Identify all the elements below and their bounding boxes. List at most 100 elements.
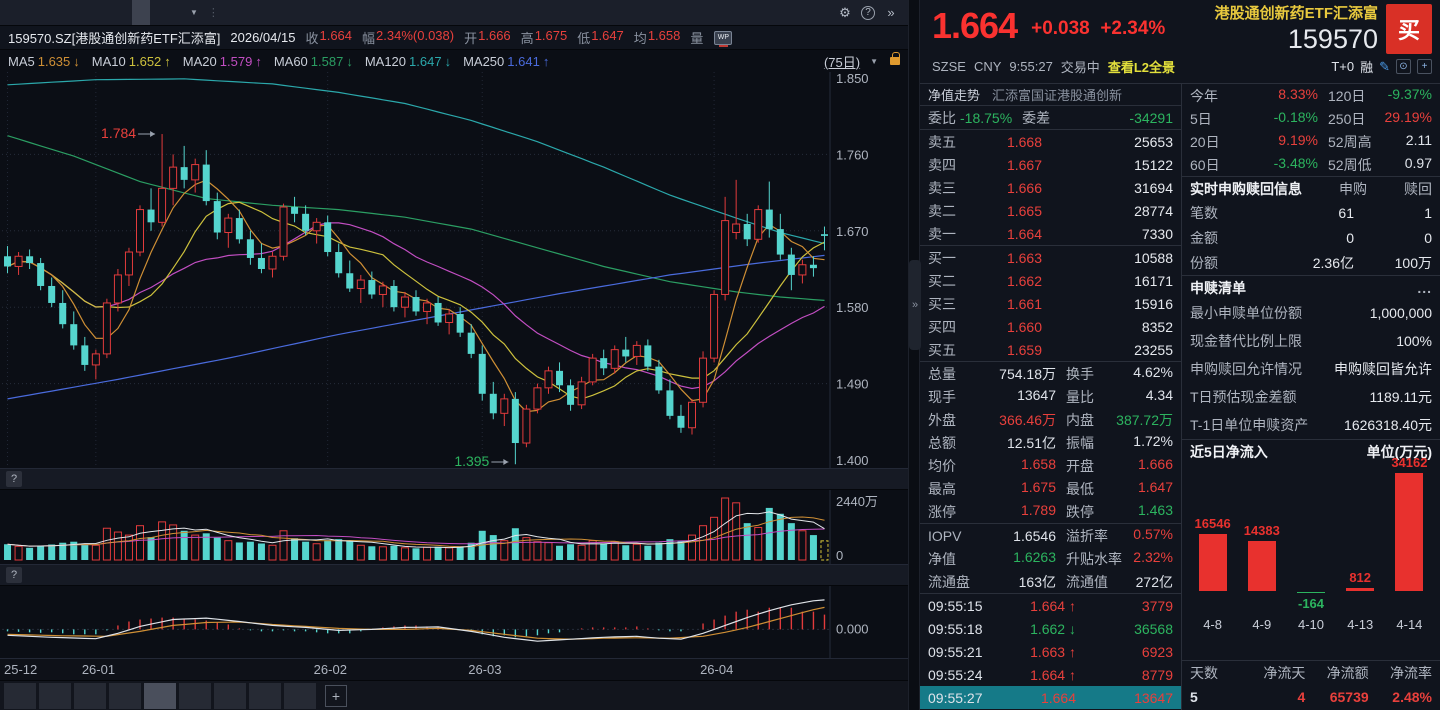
quote-time: 9:55:27: [1009, 59, 1053, 74]
volume-chart[interactable]: 2440万 0: [0, 490, 908, 564]
time-axis-label: 26-01: [81, 662, 116, 677]
period-tab[interactable]: [132, 0, 150, 25]
more-icon[interactable]: ...: [1417, 279, 1432, 296]
period-tab[interactable]: [42, 0, 60, 25]
question-icon[interactable]: ?: [6, 567, 22, 583]
period-toolbar: ▼ ⋮ ⚙ ? »: [0, 0, 908, 26]
period-tab[interactable]: [114, 0, 132, 25]
unlock-icon[interactable]: [890, 52, 900, 65]
flow-bar: [1346, 588, 1375, 591]
indicator-tab[interactable]: [74, 682, 106, 709]
quote-field: 收 1.664: [305, 28, 353, 46]
period-tab[interactable]: [24, 0, 42, 25]
bid-row[interactable]: 买二 1.662 16171: [928, 272, 1173, 289]
indicator-tab[interactable]: [4, 682, 36, 709]
chevron-double-right-icon[interactable]: »: [887, 5, 895, 20]
redemption-row: T日预估现金差额 1189.11元: [1190, 389, 1432, 405]
margin-badge: 融: [1360, 60, 1374, 75]
bid-row[interactable]: 买五 1.659 23255: [928, 341, 1173, 358]
gear-icon[interactable]: ⚙: [839, 4, 851, 20]
period-tab[interactable]: [150, 0, 168, 25]
tick-row[interactable]: 09:55:21 1.663 ↑ 6923: [928, 643, 1173, 660]
realtime-section-header: 实时申购赎回信息 申购 赎回: [1182, 176, 1440, 200]
quote-field: 量: [690, 31, 704, 46]
indicator-tab[interactable]: [249, 682, 281, 709]
mid-tabs: 净值走势 汇添富国证港股通创新: [920, 84, 1181, 106]
return-row: 20日 9.19% 52周高 2.11: [1190, 131, 1432, 150]
period-tab[interactable]: [78, 0, 96, 25]
alert-icon[interactable]: ⊙: [1396, 59, 1411, 74]
net-inflow-chart[interactable]: 16546 14383 -164 812 34162 4-8 4-9 4-10 4-13 4-1…: [1182, 455, 1440, 660]
stat-row: 总量 754.18万 换手 4.62%: [928, 363, 1173, 382]
indicator-tab[interactable]: [109, 682, 141, 709]
ask-row[interactable]: 卖一 1.664 7330: [928, 225, 1173, 242]
flow-bar-value: 14383: [1243, 523, 1280, 539]
commission-diff: -34291: [1129, 109, 1173, 126]
indicator-tab[interactable]: [284, 682, 316, 709]
stat-row: 总额 12.51亿 振幅 1.72%: [928, 432, 1173, 451]
stat-row: 净值 1.6263 升贴水率 2.32%: [928, 548, 1173, 567]
quote-field: 均 1.658: [633, 28, 681, 46]
flow-bar: [1247, 541, 1276, 591]
flow-bar-value: -164: [1297, 596, 1325, 611]
chevron-down-icon[interactable]: ▼: [870, 56, 878, 66]
tab-nav-trend[interactable]: 净值走势: [928, 88, 981, 103]
market-status: 交易中: [1060, 60, 1100, 75]
ma-legend-item: MA10 1.652 ↑: [91, 53, 171, 69]
tab-fund-fullname[interactable]: 汇添富国证港股通创新: [992, 88, 1123, 103]
symbol-label[interactable]: 159570.SZ[港股通创新药ETF汇添富]: [8, 31, 221, 46]
collapse-handle[interactable]: »: [909, 260, 921, 350]
ask-row[interactable]: 卖三 1.666 31694: [928, 179, 1173, 196]
svg-text:1.760: 1.760: [836, 147, 869, 162]
period-tab[interactable]: [60, 0, 78, 25]
indicator-tab[interactable]: [214, 682, 246, 709]
stat-row: 均价 1.658 开盘 1.666: [928, 455, 1173, 474]
period-tab[interactable]: [6, 0, 24, 25]
instrument-info-bar: 159570.SZ[港股通创新药ETF汇添富] 2026/04/15 收 1.66…: [0, 26, 908, 50]
flow-section-header: 近5日净流入 单位(万元): [1182, 439, 1440, 463]
period-tab[interactable]: [168, 0, 186, 25]
ask-row[interactable]: 卖二 1.665 28774: [928, 202, 1173, 219]
return-row: 今年 8.33% 120日 -9.37%: [1190, 85, 1432, 104]
question-icon[interactable]: ?: [6, 471, 22, 487]
indicator-tab[interactable]: [39, 682, 71, 709]
period-tab[interactable]: [96, 0, 114, 25]
help-icon[interactable]: ?: [861, 5, 875, 20]
tick-row[interactable]: 09:55:24 1.664 ↑ 8779: [928, 666, 1173, 683]
chevron-down-icon[interactable]: ▼: [190, 8, 198, 17]
stat-row: 流通盘 163亿 流通值 272亿: [928, 573, 1173, 590]
tick-row[interactable]: 09:55:18 1.662 ↓ 36568: [928, 620, 1173, 637]
bid-row[interactable]: 买三 1.661 15916: [928, 295, 1173, 312]
l2-link[interactable]: 查看L2全景: [1107, 60, 1175, 75]
redemption-row: 最小申赎单位份额 1,000,000: [1190, 305, 1432, 321]
currency-label: CNY: [973, 59, 1002, 74]
stat-row: 最高 1.675 最低 1.647: [928, 478, 1173, 497]
ask-row[interactable]: 卖四 1.667 15122: [928, 156, 1173, 173]
range-label[interactable]: (75日): [823, 54, 861, 70]
tick-row[interactable]: 09:55:15 1.664 ↑ 3779: [928, 597, 1173, 614]
volume-header: ?: [0, 468, 908, 490]
wp-monitor-icon[interactable]: WP: [714, 30, 733, 47]
redemption-row: 申购赎回允许情况 申购赎回皆允许: [1190, 361, 1432, 377]
add-icon[interactable]: +: [1417, 59, 1432, 74]
ask-row[interactable]: 卖五 1.668 25653: [928, 133, 1173, 150]
bid-row[interactable]: 买四 1.660 8352: [928, 318, 1173, 335]
indicator-tab[interactable]: [179, 682, 211, 709]
flow-bar: [1198, 533, 1227, 591]
macd-chart[interactable]: 0.000: [0, 586, 908, 658]
bid-row[interactable]: 买一 1.663 10588: [928, 249, 1173, 266]
flow-bar-value: 16546: [1194, 515, 1231, 531]
edit-icon[interactable]: ✎: [1379, 58, 1390, 74]
stat-row: 外盘 366.46万 内盘 387.72万: [928, 411, 1173, 428]
tick-row[interactable]: 09:55:27 1.664 13647: [920, 686, 1181, 709]
price-chart[interactable]: 1.850 1.760 1.670 1.580 1.490 1.400 1.784 1.395: [0, 72, 908, 468]
fund-name: 港股通创新药ETF汇添富: [1214, 5, 1378, 22]
time-axis-label: 25-12: [4, 662, 38, 677]
buy-button[interactable]: 买: [1386, 4, 1432, 54]
flow-footer-header: 天数 净流天 净流额 净流率: [1182, 660, 1440, 684]
flow-date-labels: 4-8 4-9 4-10 4-13 4-14: [1203, 617, 1423, 632]
indicator-tab[interactable]: [144, 682, 176, 709]
add-indicator-icon[interactable]: +: [325, 684, 347, 707]
svg-text:1.580: 1.580: [836, 300, 869, 315]
